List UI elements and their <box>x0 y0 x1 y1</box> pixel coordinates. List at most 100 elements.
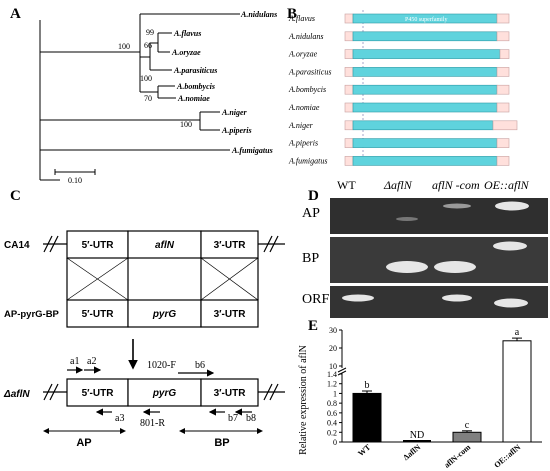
p450-domain <box>352 31 498 42</box>
primer-label: 1020-F <box>147 360 176 371</box>
gel-row-label: AP <box>302 206 320 221</box>
scale-bar-label: 0.10 <box>68 176 82 185</box>
bar <box>403 440 431 442</box>
panel-label-b: B <box>287 6 298 22</box>
y-tick-label: 1.2 <box>327 380 337 389</box>
domain-species-label: A.fumigatus <box>288 156 327 165</box>
utr3-label: 3′-UTR <box>214 309 247 320</box>
expression-bar-chart: Relative expression of aflN 00.20.40.60.… <box>298 326 542 470</box>
domain-species-label: A.niger <box>288 121 314 130</box>
axis-break <box>337 367 347 373</box>
row-label-delta: ΔaflN <box>3 389 30 400</box>
bootstrap-value: 66 <box>144 41 152 50</box>
phylogenetic-tree: A.nidulans A.flavus A.oryzae A.parasitic… <box>39 10 277 185</box>
x-tick-label: aflN-com <box>442 442 472 469</box>
row-label-apbp: AP-pyrG-BP <box>4 309 60 320</box>
domain-flank <box>496 138 510 148</box>
bar <box>352 392 382 443</box>
domain-architecture: A.flavus A.nidulans A.oryzae A.parasiticus A… <box>288 10 518 166</box>
gel-lane-label: aflN -com <box>432 178 480 192</box>
gene-afln-label: aflN <box>155 240 175 251</box>
panel-label-e: E <box>308 318 319 334</box>
taxon-flavus: A.flavus <box>173 29 201 38</box>
x-tick-label: OE::aflN <box>492 443 522 470</box>
bar <box>502 340 532 443</box>
panel-label-d: D <box>308 188 319 204</box>
bootstrap-value: 99 <box>146 28 154 37</box>
region-bp-label: BP <box>214 437 229 449</box>
domain-flank <box>496 102 510 113</box>
utr5-label: 5′-UTR <box>82 309 115 320</box>
domain-flank <box>344 120 354 131</box>
domain-name-label: P450 superfamily <box>405 16 448 23</box>
gel-row-label: BP <box>302 251 319 266</box>
y-tick-label: 0.2 <box>327 428 337 437</box>
y-axis-label: Relative expression of aflN <box>298 345 309 455</box>
gel-lane-label: WT <box>337 178 356 192</box>
y-tick-label: 20 <box>329 344 337 353</box>
bar <box>452 431 482 443</box>
domain-flank <box>344 102 354 113</box>
domain-species-label: A.parasiticus <box>288 67 331 76</box>
taxon-oryzae: A.oryzae <box>171 48 201 57</box>
primer-label: b6 <box>195 360 205 371</box>
domain-flank <box>344 49 354 59</box>
significance-label: c <box>465 420 470 431</box>
p450-domain <box>352 84 498 95</box>
domain-flank <box>492 120 518 131</box>
gel-row-label: ORF <box>302 292 329 307</box>
x-tick-label: ΔaflN <box>401 442 422 462</box>
taxon-fumigatus: A.fumigatus <box>231 146 273 155</box>
primer-label: b7 <box>228 413 238 424</box>
domain-flank <box>499 49 510 59</box>
domain-flank <box>496 13 510 24</box>
taxon-nidulans: A.nidulans <box>240 10 277 19</box>
bootstrap-value: 100 <box>180 120 192 129</box>
gene-pyrg-label: pyrG <box>152 388 177 399</box>
panel-label-c: C <box>10 188 21 204</box>
domain-flank <box>344 13 354 24</box>
p450-domain <box>352 138 498 148</box>
taxon-bombycis: A.bombycis <box>176 82 215 91</box>
significance-label: b <box>365 380 370 391</box>
domain-species-label: A.oryzae <box>288 50 318 59</box>
y-tick-label: 30 <box>329 326 337 335</box>
region-ap-label: AP <box>76 437 91 449</box>
significance-label: ND <box>410 430 424 441</box>
utr5-label: 5′-UTR <box>82 240 115 251</box>
taxon-piperis: A.piperis <box>221 126 252 135</box>
domain-flank <box>496 84 510 95</box>
domain-flank <box>496 67 510 77</box>
construct-diagram: CA14 AP-pyrG-BP ΔaflN 5′-UTR aflN 3′-UTR… <box>3 230 285 449</box>
gel-lane-label: ΔaflN <box>383 178 413 192</box>
taxon-parasiticus: A.parasiticus <box>173 66 217 75</box>
domain-species-label: A.flavus <box>288 14 315 23</box>
p450-domain <box>352 156 498 166</box>
domain-flank <box>496 156 510 166</box>
taxon-nomiae: A.nomiae <box>177 94 210 103</box>
domain-flank <box>344 67 354 77</box>
primer-label: a3 <box>115 413 124 424</box>
utr3-label: 3′-UTR <box>214 388 247 399</box>
domain-flank <box>344 156 354 166</box>
row-label-ca14: CA14 <box>4 240 30 251</box>
domain-flank <box>344 138 354 148</box>
domain-flank <box>496 31 510 42</box>
domain-species-label: A.nomiae <box>288 103 320 112</box>
domain-species-label: A.bombycis <box>288 85 326 94</box>
domain-flank <box>344 84 354 95</box>
primer-label: a1 <box>70 356 79 367</box>
y-tick-label: 0.6 <box>327 409 337 418</box>
panel-label-a: A <box>10 6 21 22</box>
y-tick-label: 1 <box>333 389 337 398</box>
gel-lane-label: OE::aflN <box>484 178 530 192</box>
y-tick-label: 0 <box>333 438 337 447</box>
primer-label: a2 <box>87 356 96 367</box>
bootstrap-value: 100 <box>140 74 152 83</box>
p450-domain <box>352 102 498 113</box>
primer-label: 801-R <box>140 418 165 429</box>
y-tick-label: 1.4 <box>327 370 337 379</box>
y-tick-label: 0.8 <box>327 399 337 408</box>
utr3-label: 3′-UTR <box>214 240 247 251</box>
gene-pyrg-label: pyrG <box>152 309 177 320</box>
